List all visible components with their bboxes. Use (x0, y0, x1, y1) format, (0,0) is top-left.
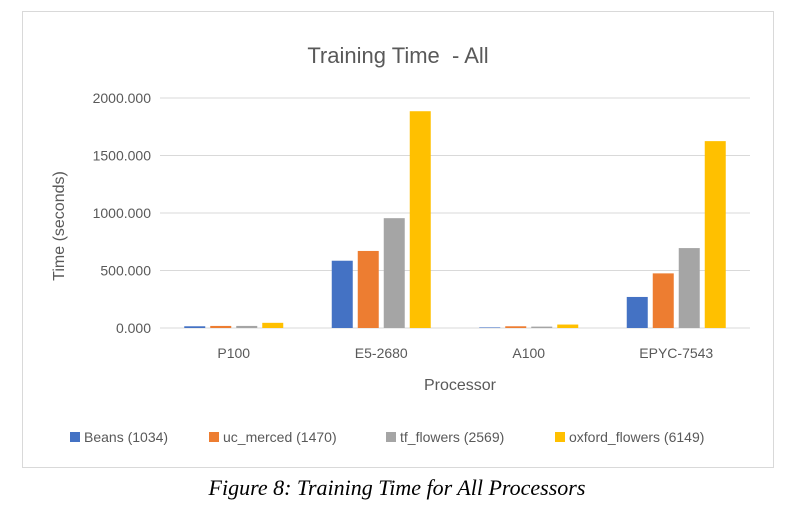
bar (626, 296, 648, 328)
x-tick-label: A100 (512, 345, 545, 361)
bar (184, 326, 206, 328)
training-time-chart: Training Time - All Time (seconds) Proce… (51, 43, 750, 445)
y-tick-label: 0.000 (116, 320, 151, 336)
legend-swatch (209, 432, 219, 442)
x-axis-label: Processor (424, 377, 497, 394)
bar (531, 326, 553, 328)
y-axis-label: Time (seconds) (51, 171, 68, 281)
bar (262, 322, 284, 328)
legend-item: tf_flowers (2569) (386, 429, 504, 445)
y-tick-label: 1000.000 (93, 205, 152, 221)
bar (704, 141, 726, 328)
legend-label: uc_merced (1470) (223, 429, 337, 445)
bar (557, 324, 579, 328)
y-tick-label: 1500.000 (93, 148, 152, 164)
legend-item: Beans (1034) (70, 429, 168, 445)
bar (505, 326, 527, 328)
bar (357, 250, 379, 328)
legend-label: Beans (1034) (84, 429, 168, 445)
x-tick-label: E5-2680 (355, 345, 408, 361)
x-tick-label: EPYC-7543 (639, 345, 713, 361)
legend: Beans (1034) uc_merced (1470) tf_flowers (… (70, 429, 704, 445)
bar (678, 248, 700, 328)
legend-item: oxford_flowers (6149) (555, 429, 704, 445)
bars (184, 111, 726, 328)
bar (409, 111, 431, 328)
legend-swatch (555, 432, 565, 442)
legend-label: oxford_flowers (6149) (569, 429, 704, 445)
y-tick-label: 2000.000 (93, 90, 152, 106)
gridlines (160, 97, 750, 329)
bar (331, 260, 353, 328)
y-tick-labels: 0.000 500.000 1000.000 1500.000 2000.000 (93, 90, 152, 336)
legend-item: uc_merced (1470) (209, 429, 337, 445)
bar (236, 325, 258, 328)
x-tick-label: P100 (217, 345, 250, 361)
chart-container: Training Time - All Time (seconds) Proce… (22, 11, 774, 468)
bar (652, 273, 674, 328)
legend-swatch (70, 432, 80, 442)
chart-title: Training Time - All (307, 43, 488, 68)
y-tick-label: 500.000 (100, 263, 151, 279)
legend-label: tf_flowers (2569) (400, 429, 504, 445)
bar (210, 325, 232, 328)
bar (479, 327, 501, 328)
bar (383, 218, 405, 328)
figure-caption: Figure 8: Training Time for All Processo… (208, 475, 586, 500)
x-tick-labels: P100 E5-2680 A100 EPYC-7543 (217, 345, 713, 361)
legend-swatch (386, 432, 396, 442)
